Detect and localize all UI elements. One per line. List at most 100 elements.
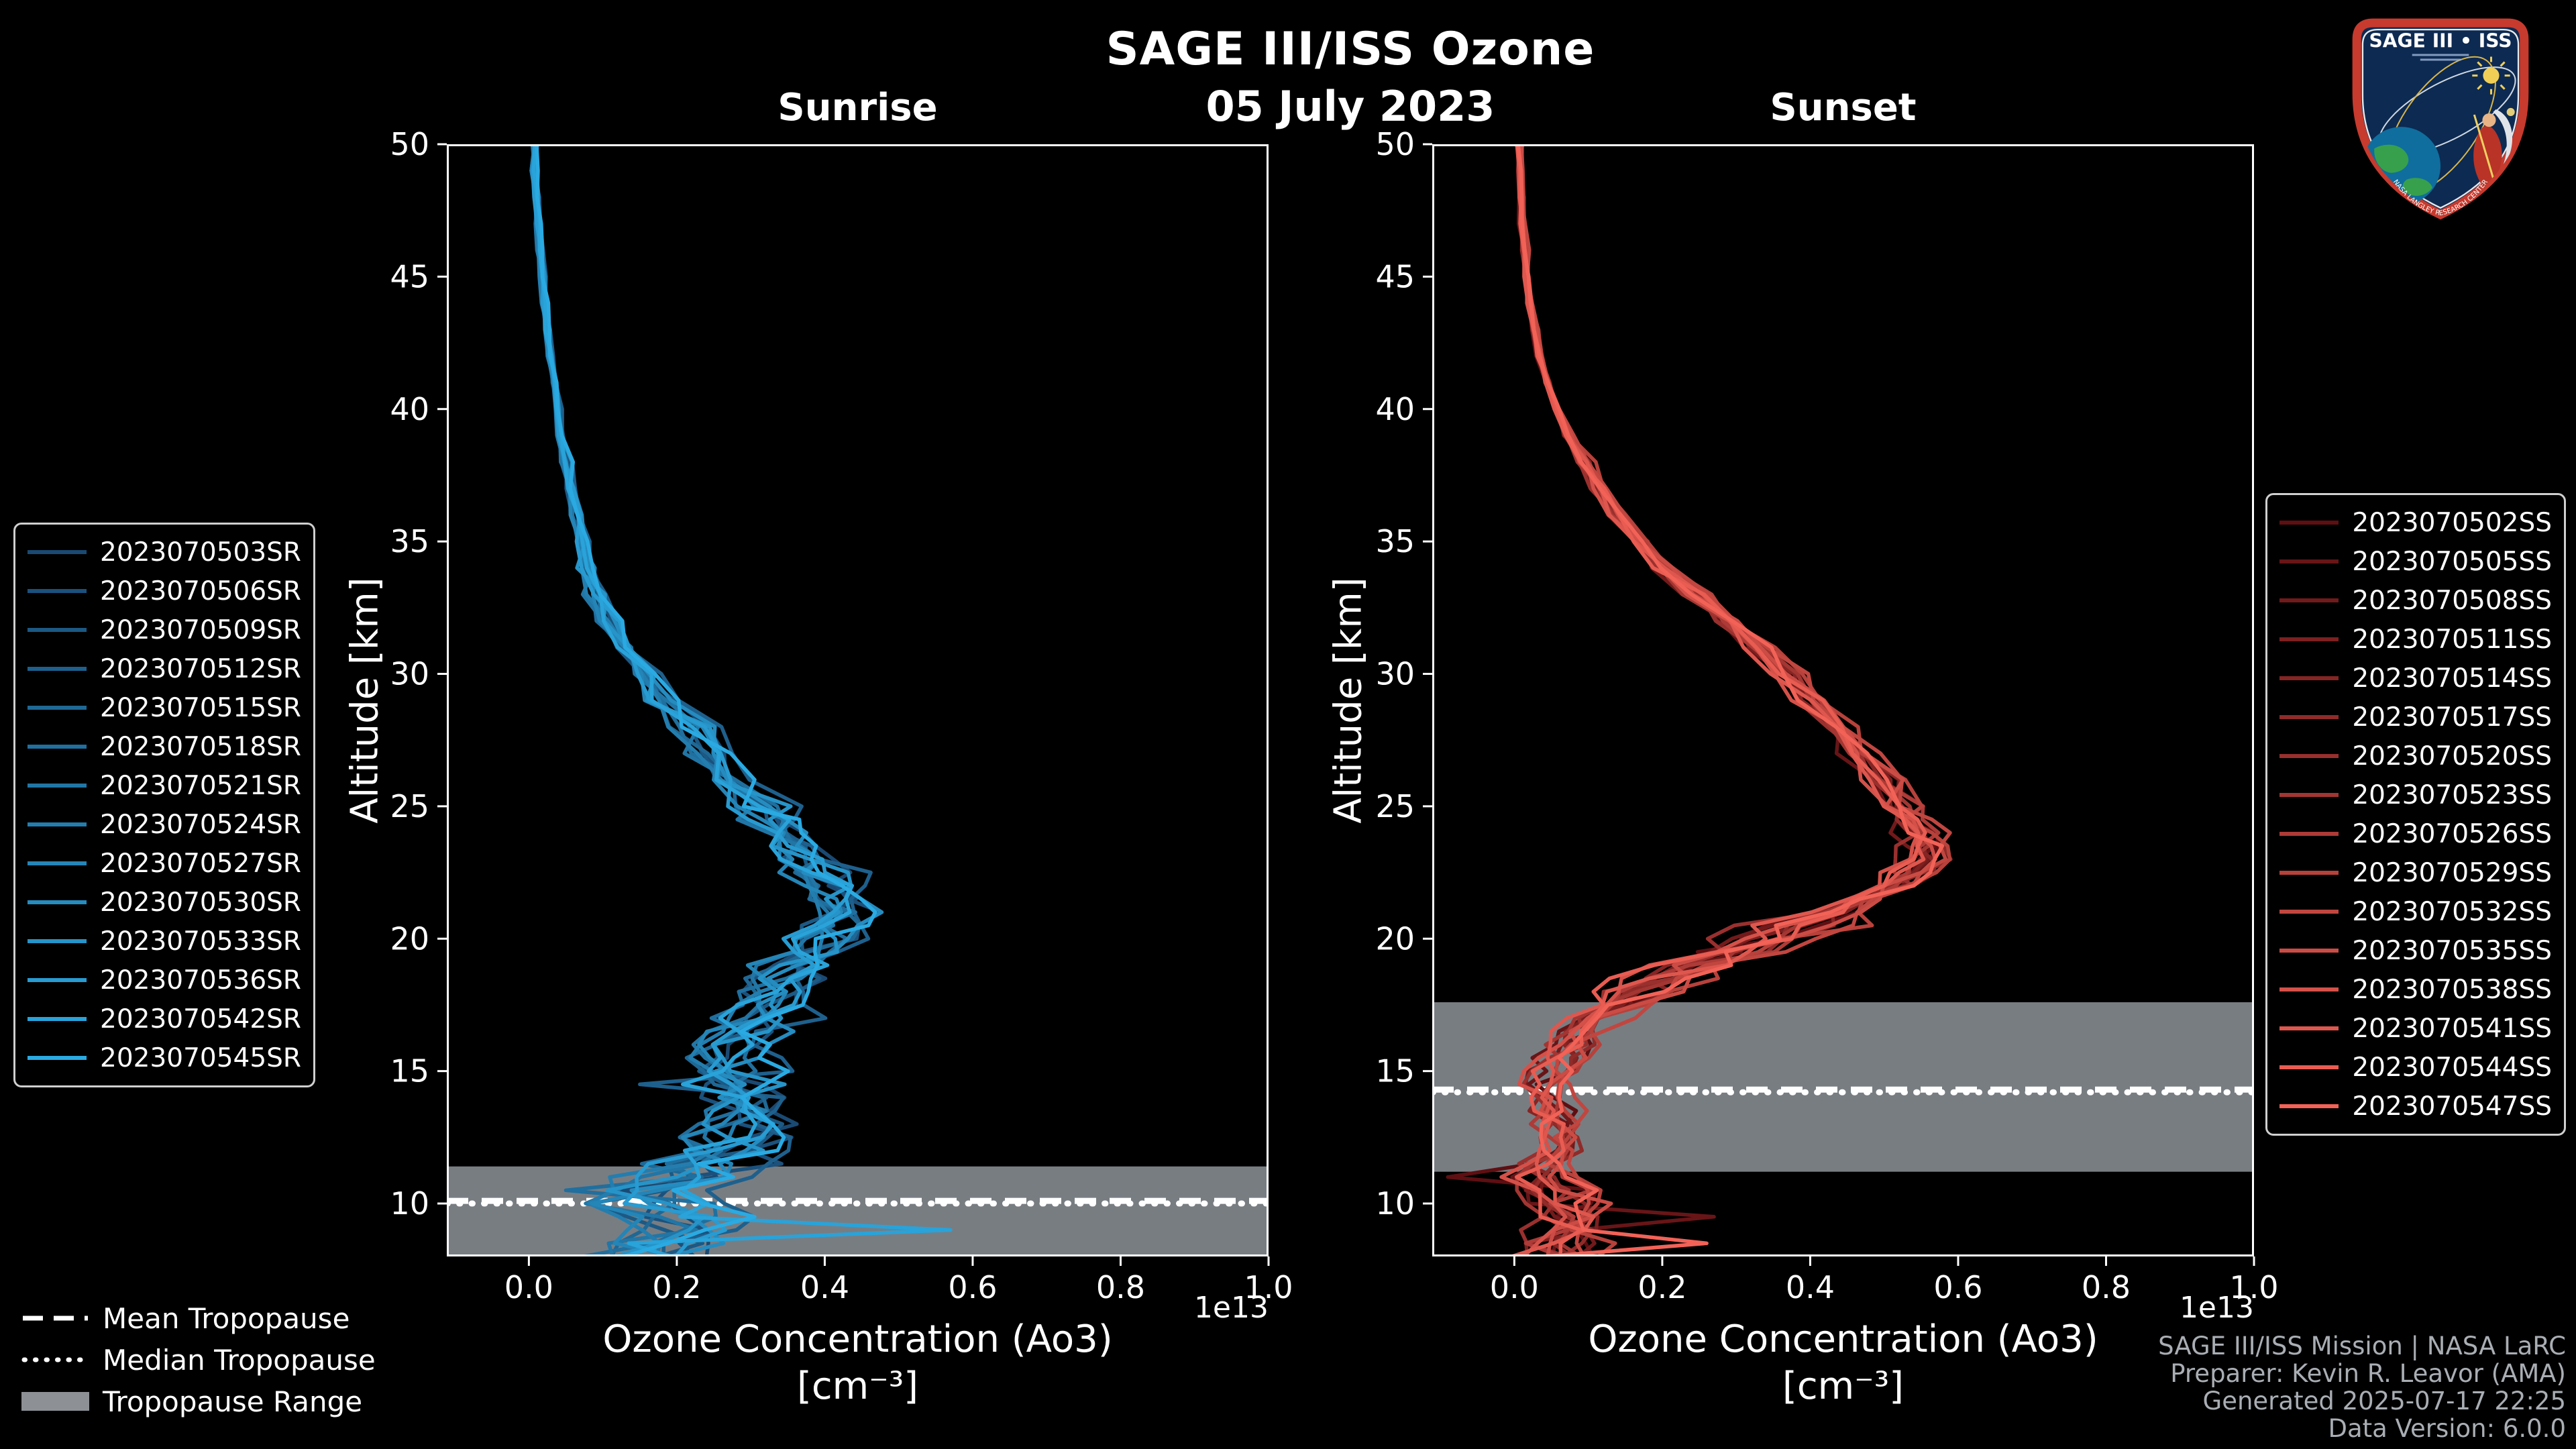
legend-item: 2023070514SS (2279, 659, 2552, 698)
legend-label: 2023070509SR (100, 614, 301, 645)
legend-label: 2023070535SS (2352, 935, 2552, 966)
legend-item: 2023070512SR (28, 649, 301, 688)
sunset-x-axis-label-units: [cm⁻³] (1782, 1364, 1904, 1408)
legend-item: 2023070505SS (2279, 542, 2552, 581)
y-axis-tick-label: 10 (1375, 1185, 1415, 1222)
sunset-x-axis-label: Ozone Concentration (Ao3) [cm⁻³] (1432, 1316, 2254, 1410)
legend-label: 2023070523SS (2352, 780, 2552, 810)
credit-mission: SAGE III/ISS Mission | NASA LaRC (2158, 1332, 2566, 1360)
legend-label: 2023070544SS (2352, 1052, 2552, 1083)
legend-line-swatch (2279, 1104, 2339, 1108)
legend-label: 2023070506SR (100, 576, 301, 606)
legend-label: 2023070538SS (2352, 974, 2552, 1005)
credits: SAGE III/ISS Mission | NASA LaRC Prepare… (2158, 1332, 2566, 1442)
legend-line-swatch (28, 1017, 87, 1021)
x-axis-tick-label: 0.0 (1490, 1269, 1539, 1305)
tropopause-range-legend-item: Tropopause Range (20, 1381, 376, 1422)
y-axis-tick-label: 35 (1375, 523, 1415, 559)
legend-line-swatch (2279, 1065, 2339, 1069)
sage-iii-iss-logo: SAGE III • ISS NASA LANGLEY RESEARCH CEN… (2339, 9, 2542, 220)
tropopause-range-patch-icon (21, 1392, 89, 1411)
median-tropopause-legend-item: Median Tropopause (20, 1339, 376, 1381)
legend-label: 2023070526SS (2352, 818, 2552, 849)
legend-line-swatch (2279, 559, 2339, 564)
legend-item: 2023070542SR (28, 1000, 301, 1038)
legend-label: 2023070533SR (100, 926, 301, 957)
profile-line (1516, 144, 1945, 1256)
plot-frame (447, 144, 1269, 1256)
legend-line-swatch (28, 939, 87, 943)
x-axis-tick-label: 0.8 (2082, 1269, 2131, 1305)
legend-item: 2023070533SR (28, 922, 301, 961)
plot-frame (1432, 144, 2254, 1256)
legend-item: 2023070515SR (28, 688, 301, 727)
x-axis-tick-label: 0.6 (948, 1269, 997, 1305)
legend-item: 2023070509SR (28, 610, 301, 649)
tropopause-range-label: Tropopause Range (103, 1385, 363, 1418)
legend-label: 2023070536SR (100, 965, 301, 996)
legend-line-swatch (2279, 1026, 2339, 1030)
logo-sun-icon (2472, 56, 2510, 95)
legend-label: 2023070502SS (2352, 507, 2552, 538)
sunrise-legend: 2023070503SR 2023070506SR 2023070509SR 2023… (13, 523, 315, 1087)
legend-label: 2023070545SR (100, 1042, 301, 1073)
legend-item: 2023070520SS (2279, 737, 2552, 775)
legend-label: 2023070517SS (2352, 702, 2552, 733)
profile-line (1514, 144, 1927, 1256)
tropopause-legend: Mean Tropopause Median Tropopause Tropop… (20, 1297, 376, 1422)
figure-title: SAGE III/ISS Ozone (1106, 23, 1595, 76)
legend-line-swatch (28, 706, 87, 710)
legend-item: 2023070538SS (2279, 970, 2552, 1009)
legend-line-swatch (2279, 949, 2339, 953)
credit-generated: Generated 2025-07-17 22:25 (2202, 1387, 2566, 1415)
legend-line-swatch (28, 667, 87, 671)
profile-line (1511, 144, 1926, 1256)
legend-item: 2023070532SS (2279, 892, 2552, 931)
logo-title: SAGE III • ISS (2369, 30, 2512, 52)
legend-label: 2023070512SR (100, 653, 301, 684)
y-axis-tick-label: 45 (1375, 258, 1415, 294)
legend-label: 2023070520SS (2352, 741, 2552, 771)
legend-line-swatch (2279, 832, 2339, 836)
legend-item: 2023070527SR (28, 844, 301, 883)
logo-moon-icon (2506, 107, 2515, 117)
legend-line-swatch (2279, 793, 2339, 797)
legend-label: 2023070530SR (100, 887, 301, 918)
legend-label: 2023070515SR (100, 692, 301, 723)
legend-line-swatch (28, 628, 87, 632)
legend-label: 2023070514SS (2352, 663, 2552, 694)
legend-line-swatch (28, 784, 87, 788)
mean-tropopause-legend-item: Mean Tropopause (20, 1297, 376, 1339)
y-axis-tick-label: 15 (390, 1053, 429, 1089)
y-axis-tick-label: 20 (390, 920, 429, 957)
x-axis-tick-label: 0.6 (1933, 1269, 1982, 1305)
x-axis-tick-label: 1.0 (2229, 1269, 2278, 1305)
legend-line-swatch (28, 861, 87, 865)
legend-item: 2023070508SS (2279, 581, 2552, 620)
legend-label: 2023070521SR (100, 770, 301, 801)
y-axis-tick-label: 50 (1375, 126, 1415, 162)
median-tropopause-label: Median Tropopause (103, 1343, 376, 1377)
y-axis-tick-label: 25 (390, 788, 429, 824)
legend-line-swatch (2279, 598, 2339, 602)
sunrise-x-offset-label: 1e13 (1193, 1291, 1269, 1325)
profile-line (533, 144, 873, 1256)
legend-line-swatch (28, 550, 87, 554)
sunset-y-axis-label: Altitude [km] (1326, 577, 1371, 824)
x-axis-tick-label: 0.4 (800, 1269, 849, 1305)
legend-label: 2023070508SS (2352, 585, 2552, 616)
legend-label: 2023070529SS (2352, 857, 2552, 888)
legend-item: 2023070545SR (28, 1038, 301, 1077)
legend-line-swatch (28, 745, 87, 749)
x-axis-tick-label: 0.2 (652, 1269, 701, 1305)
legend-item: 2023070541SS (2279, 1009, 2552, 1048)
legend-line-swatch (2279, 754, 2339, 758)
legend-item: 2023070521SR (28, 766, 301, 805)
legend-item: 2023070518SR (28, 727, 301, 766)
legend-label: 2023070547SS (2352, 1091, 2552, 1122)
legend-line-swatch (28, 822, 87, 826)
legend-item: 2023070544SS (2279, 1048, 2552, 1087)
legend-item: 2023070536SR (28, 961, 301, 1000)
legend-item: 2023070523SS (2279, 775, 2552, 814)
median-tropopause-dot-icon (21, 1357, 91, 1362)
